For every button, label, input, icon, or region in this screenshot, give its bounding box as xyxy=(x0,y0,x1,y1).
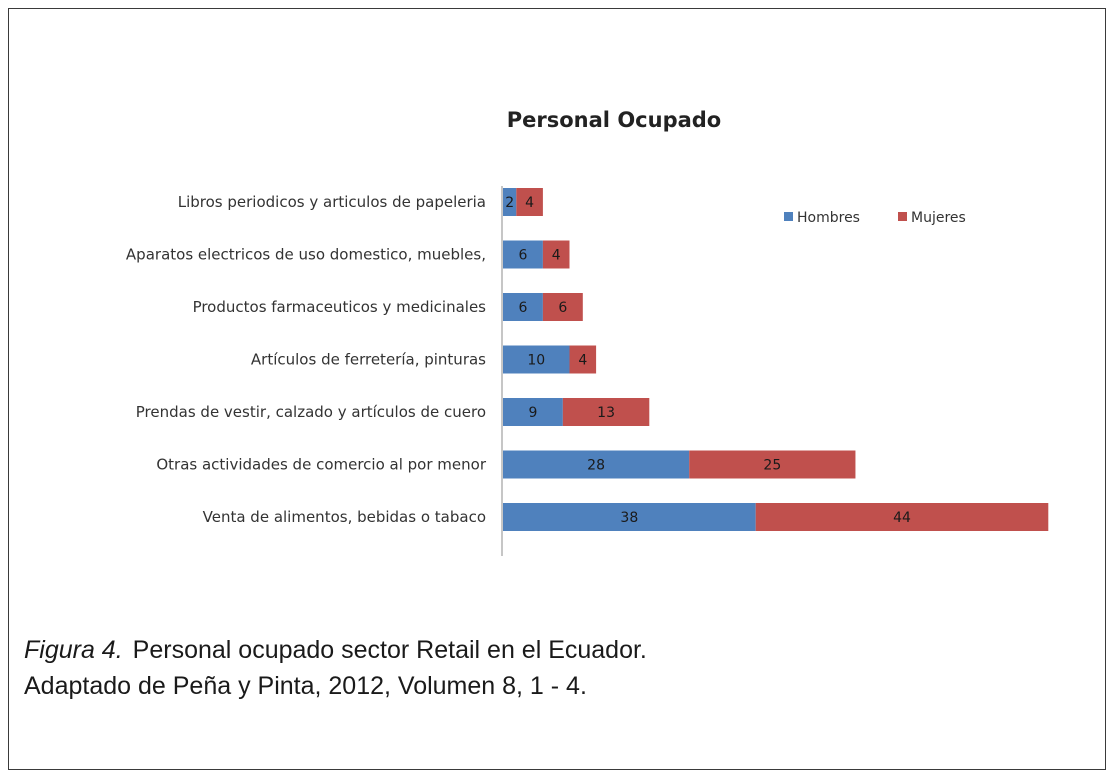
legend-swatch xyxy=(784,212,793,221)
bar-hombres xyxy=(503,450,690,479)
chart-title: Personal Ocupado xyxy=(507,108,721,132)
data-label: 6 xyxy=(518,248,527,264)
data-label: 9 xyxy=(528,405,537,421)
data-label: 4 xyxy=(525,195,534,211)
caption-source: Adaptado de Peña y Pinta, 2012, Volumen … xyxy=(24,672,587,700)
data-label: 28 xyxy=(587,458,605,474)
bar-mujeres xyxy=(689,450,856,479)
category-label: Otras actividades de comercio al por men… xyxy=(156,456,486,474)
data-label: 25 xyxy=(763,458,781,474)
category-labels-group: Libros periodicos y articulos de papeler… xyxy=(126,193,487,526)
legend-item-hombres: Hombres xyxy=(784,210,860,226)
bar-mujeres xyxy=(755,503,1049,531)
bar-mujeres xyxy=(542,293,583,321)
caption-text: Personal ocupado sector Retail en el Ecu… xyxy=(132,636,647,664)
legend: Hombres Mujeres xyxy=(784,210,966,226)
bar-hombres xyxy=(503,345,570,374)
data-label: 10 xyxy=(527,353,545,369)
data-label: 13 xyxy=(597,405,615,421)
data-label: 2 xyxy=(505,195,514,211)
category-label: Venta de alimentos, bebidas o tabaco xyxy=(203,508,486,526)
legend-swatch xyxy=(898,212,907,221)
figure-frame xyxy=(8,8,1106,770)
category-label: Libros periodicos y articulos de papeler… xyxy=(178,193,486,211)
bar-hombres xyxy=(503,240,543,269)
bar-hombres xyxy=(503,503,756,531)
category-label: Productos farmaceuticos y medicinales xyxy=(193,298,487,316)
caption-line-1: Figura 4. Personal ocupado sector Retail … xyxy=(24,632,647,668)
category-label: Artículos de ferretería, pinturas xyxy=(251,351,486,369)
bar-hombres xyxy=(503,398,563,426)
figure-label: Figura 4. xyxy=(24,636,123,664)
data-label: 6 xyxy=(518,300,527,316)
bar-mujeres xyxy=(562,398,650,426)
legend-label: Hombres xyxy=(797,210,860,226)
category-label: Aparatos electricos de uso domestico, mu… xyxy=(126,246,486,264)
data-label: 6 xyxy=(558,300,567,316)
category-label: Prendas de vestir, calzado y artículos d… xyxy=(136,403,486,421)
bar-hombres xyxy=(503,293,543,321)
data-label: 4 xyxy=(552,248,561,264)
legend-label: Mujeres xyxy=(911,210,966,226)
data-label: 38 xyxy=(620,510,638,526)
bar-mujeres xyxy=(569,345,597,374)
data-label: 4 xyxy=(578,353,587,369)
legend-item-mujeres: Mujeres xyxy=(898,210,966,226)
data-label: 44 xyxy=(893,510,911,526)
bar-mujeres xyxy=(542,240,570,269)
figure-caption: Figura 4. Personal ocupado sector Retail … xyxy=(24,632,647,704)
bar-hombres xyxy=(503,188,517,216)
bar-mujeres xyxy=(516,188,543,216)
